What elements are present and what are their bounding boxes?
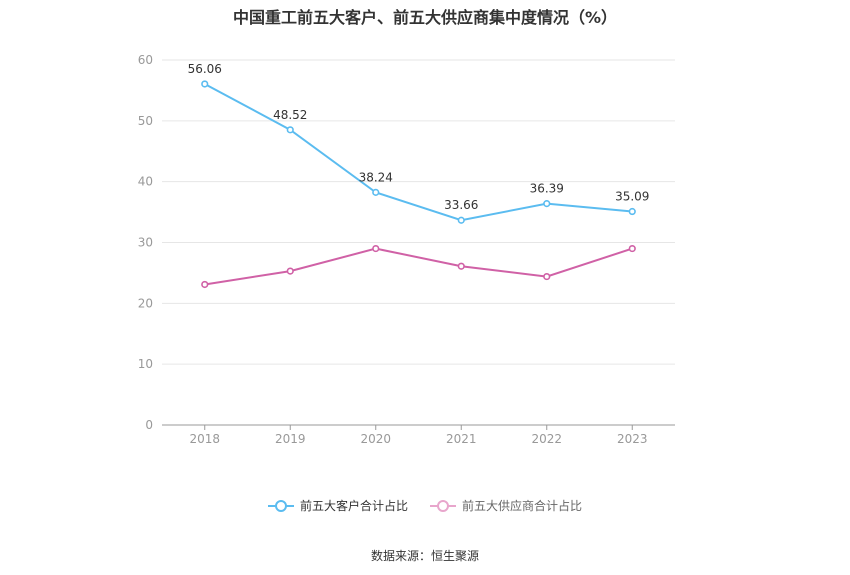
series-line-1 [204,247,633,286]
legend-label: 前五大供应商合计占比 [462,499,583,513]
data-label: 35.09 [615,190,649,204]
legend: 前五大客户合计占比 前五大供应商合计占比 [0,497,850,514]
data-label: 48.52 [273,108,307,122]
y-tick-label: 50 [138,114,153,128]
data-label: 36.39 [530,182,564,196]
legend-line-icon [430,499,456,512]
x-axis: 2018 2019 2020 2021 2022 2023 [162,424,675,446]
data-point [286,267,294,275]
data-point [543,200,551,208]
data-point [372,188,380,196]
data-label: 56.06 [188,62,222,76]
data-point [372,244,380,253]
data-label: 38.24 [359,170,393,184]
y-tick-label: 30 [138,236,153,250]
legend-item-customers[interactable]: 前五大客户合计占比 [267,497,408,514]
x-tick-label: 2023 [617,432,648,446]
y-tick-label: 40 [138,175,153,189]
chart-title: 中国重工前五大客户、前五大供应商集中度情况（%） [232,8,618,27]
x-tick-label: 2019 [275,432,306,446]
data-point [201,280,209,289]
data-source: 数据来源：恒生聚源 [370,549,479,563]
series-layer: 56.06 48.52 38.24 33.66 36.39 35.09 [188,62,649,289]
x-tick-label: 2018 [189,432,220,446]
data-point [457,262,465,270]
x-tick-label: 2020 [360,432,391,446]
x-tick-label: 2021 [446,432,477,446]
data-point [457,216,465,224]
data-point [286,126,294,134]
data-point [201,80,209,88]
y-tick-label: 60 [138,53,153,67]
y-tick-label: 10 [138,357,153,371]
x-tick-label: 2022 [531,432,562,446]
legend-line-icon [267,499,294,512]
y-tick-label: 20 [138,296,153,310]
data-label: 33.66 [444,198,478,212]
data-point [543,272,551,281]
data-point [628,207,636,216]
y-tick-label: 0 [145,418,153,432]
y-axis: 0 10 20 30 40 50 60 [138,53,153,432]
legend-item-suppliers[interactable]: 前五大供应商合计占比 [430,497,582,514]
legend-label: 前五大客户合计占比 [299,499,408,513]
grid-lines [162,59,675,365]
data-point [628,244,636,253]
series-line-0 [204,83,633,222]
